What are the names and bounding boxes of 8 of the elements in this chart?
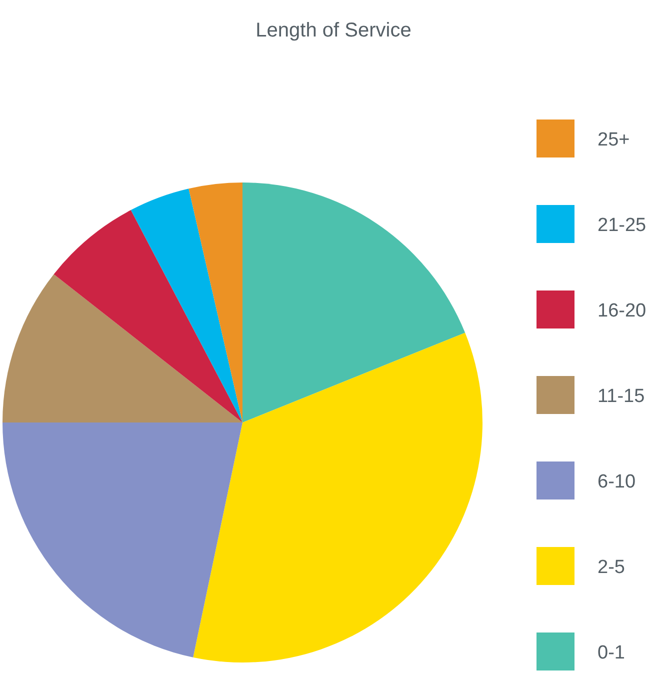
- chart-title: Length of Service: [256, 20, 412, 42]
- legend-label: 11-15: [598, 386, 645, 407]
- legend-label: 2-5: [598, 557, 625, 578]
- legend-label: 21-25: [598, 215, 646, 236]
- legend-label: 6-10: [598, 472, 636, 492]
- legend-label: 16-20: [598, 300, 646, 322]
- legend-label: 25+: [598, 130, 630, 150]
- legend-label: 0-1: [598, 642, 625, 664]
